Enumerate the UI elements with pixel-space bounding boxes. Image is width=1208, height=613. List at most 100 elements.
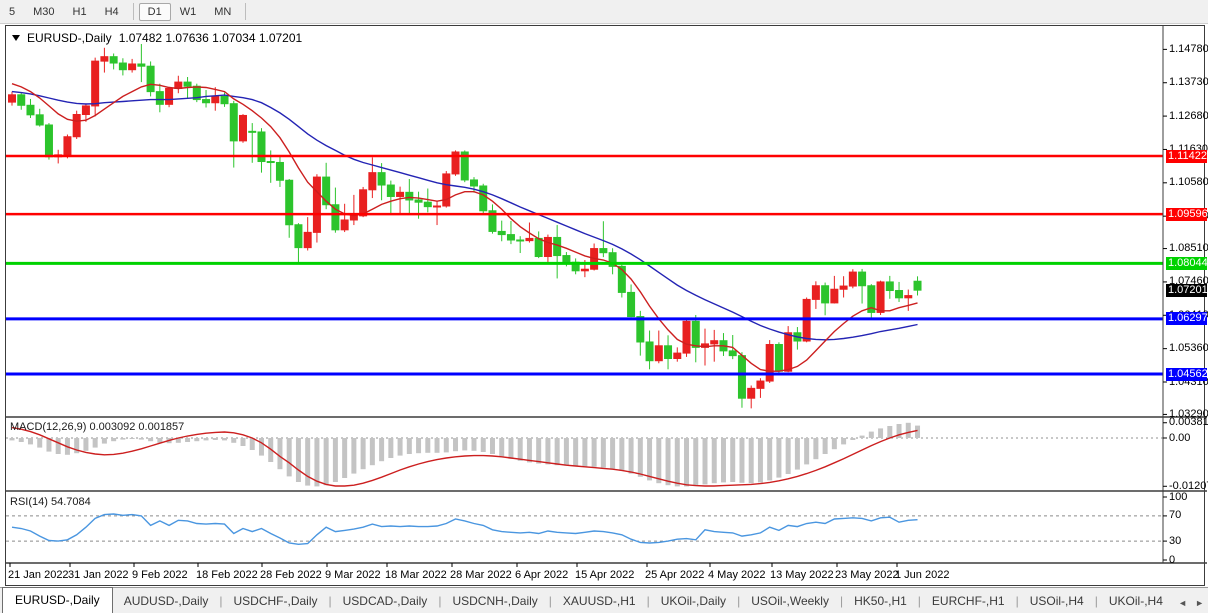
symbol-tab-usdchf-daily[interactable]: USDCHF-,Daily [233,594,318,608]
candle-body [165,87,174,105]
timeframe-button-5[interactable]: 5 [9,5,16,18]
macd-histogram-bar [637,438,643,477]
timeframe-button-h1[interactable]: H1 [72,5,87,18]
rsi-axis-label: 100 [1169,490,1188,503]
candle-body [747,387,756,399]
macd-histogram-bar [850,438,856,440]
macd-histogram-bar [157,438,163,443]
macd-histogram-bar [286,438,292,477]
candle-body [895,290,904,299]
candle-body [534,237,543,258]
candle-body [211,95,220,104]
macd-histogram-bar [92,438,98,448]
candle-body [867,285,876,313]
macd-histogram-bar [804,438,810,465]
candle-body [44,124,53,158]
symbol-tab-hk50-h1[interactable]: HK50-,H1 [854,594,907,608]
symbol-tab-usdcnh-daily[interactable]: USDCNH-,Daily [452,594,538,608]
macd-histogram-bar [175,438,181,443]
symbol-tab-ukoil-h4[interactable]: UKOil-,H4 [1108,594,1163,608]
macd-histogram-bar [896,424,902,438]
candle-body [765,344,774,382]
candle-body [451,151,460,175]
candle-body [479,185,488,212]
date-axis-label: 31 Jan 2022 [68,569,129,581]
tab-divider: | [646,594,650,608]
timeframe-button-h4[interactable]: H4 [104,5,119,18]
symbol-tab-eurchf-h1[interactable]: EURCHF-,H1 [931,594,1005,608]
rsi-axis-label: 30 [1169,534,1182,547]
symbol-dropdown-icon[interactable] [12,35,20,41]
macd-histogram-bar [231,438,237,443]
date-axis-label: 18 Feb 2022 [196,569,258,581]
candle-body [913,280,922,291]
macd-histogram-bar [258,438,264,456]
symbol-tab-usoil-weekly[interactable]: USOil-,Weekly [751,594,829,608]
symbol-tab-usoil-h4[interactable]: USOil-,H4 [1029,594,1084,608]
candle-body [257,131,266,163]
tab-divider: | [438,594,442,608]
macd-histogram-bar [859,435,865,438]
price-level-badge: 1.11422 [1166,149,1207,163]
candle-body [470,179,478,187]
macd-histogram-bar [369,438,375,466]
rsi-axis-label: 70 [1169,509,1182,522]
candle-body [664,345,673,359]
macd-histogram-bar [129,438,135,439]
macd-histogram-bar [665,438,671,486]
timeframe-button-w1[interactable]: W1 [179,5,197,18]
tab-scroll-right-icon[interactable]: ► [1195,598,1204,608]
candle-body [876,281,885,313]
macd-histogram-bar [591,438,597,467]
macd-histogram-bar [9,438,15,441]
candle-body [396,191,405,197]
macd-histogram-bar [138,438,144,440]
candle-body [543,236,552,258]
macd-histogram-bar [905,422,911,438]
candle-body [17,94,26,106]
candle-body [904,295,913,299]
timeframe-button-mn[interactable]: MN [214,5,232,18]
price-axis-label: 1.13730 [1169,76,1208,89]
candle-body [340,219,349,231]
timeframe-button-m30[interactable]: M30 [33,5,55,18]
macd-signal-line [11,426,918,487]
candle-body [617,265,626,293]
candle-body [784,332,793,372]
candle-body [285,179,294,226]
macd-histogram-bar [563,438,569,466]
candle-body [839,285,848,290]
macd-histogram-bar [388,438,394,458]
price-level-badge: 1.06297 [1166,312,1208,326]
symbol-tab-xauusd-h1[interactable]: XAUUSD-,H1 [562,594,636,608]
symbol-tab-usdcad-daily[interactable]: USDCAD-,Daily [342,594,428,608]
macd-histogram-bar [915,425,921,438]
macd-histogram-bar [222,438,228,441]
macd-histogram-bar [471,438,477,451]
macd-histogram-bar [554,438,560,466]
candle-body [654,345,663,362]
candle-body [174,81,183,89]
candle-body [109,56,118,64]
candle-body [442,173,451,207]
symbol-tab-audusd-daily[interactable]: AUDUSD-,Daily [123,594,209,608]
symbol-tab-ukoil-daily[interactable]: UKOil-,Daily [660,594,727,608]
macd-histogram-bar [74,438,80,454]
price-axis-label: 1.08510 [1169,242,1208,255]
symbol-tab-eurusd-daily[interactable]: EURUSD-,Daily [2,587,113,613]
chart-window[interactable] [5,25,1205,586]
symbol-tab-bar: EURUSD-,Daily AUDUSD-,Daily | USDCHF-,Daily… [0,587,1208,613]
macd-histogram-bar [748,438,754,484]
timeframe-toolbar: 5 M30 H1 H4 D1 W1 MN [0,0,1208,24]
macd-histogram-bar [295,438,301,482]
candle-body [248,130,257,133]
candle-body [580,268,589,272]
candle-body [26,104,35,116]
timeframe-button-d1[interactable]: D1 [138,2,171,21]
candle-body [774,344,783,372]
macd-histogram-bar [489,438,495,454]
candle-body [220,95,229,105]
tab-scroll-left-icon[interactable]: ◄ [1178,598,1188,608]
